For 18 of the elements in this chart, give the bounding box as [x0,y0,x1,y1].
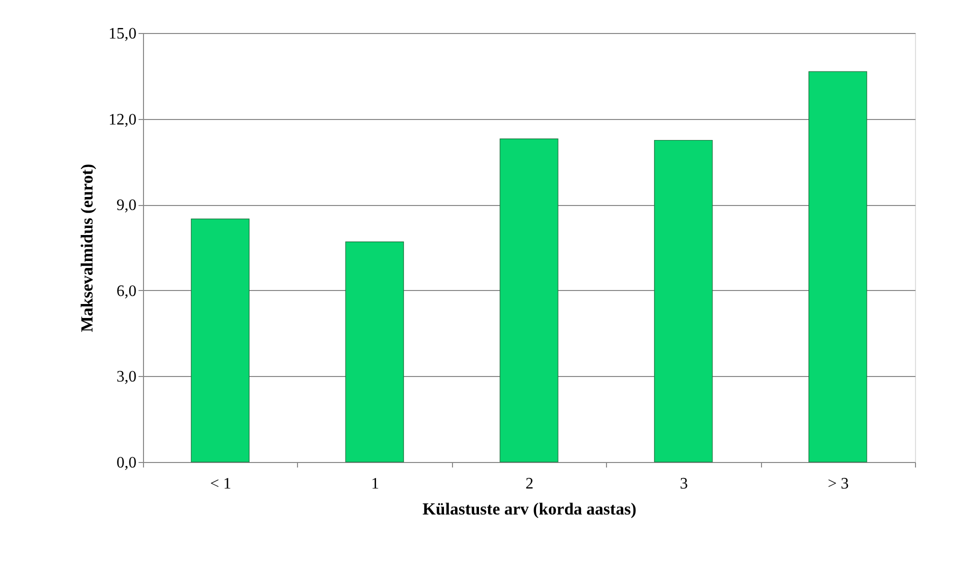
bar [808,71,868,462]
y-tick-label: 0,0 [116,454,136,472]
x-tick-label: 3 [680,476,688,492]
bar [345,241,404,462]
bar [190,218,250,462]
bar [654,140,713,462]
y-tick-label: 6,0 [116,282,136,300]
x-tick-label: < 1 [210,476,232,492]
y-tick-label: 3,0 [116,368,136,386]
x-tick-label: 1 [371,476,380,492]
y-axis-title: Maksevalmidus (eurot) [78,164,96,332]
x-tick-label: > 3 [828,476,849,492]
y-tick-label: 15,0 [108,26,136,42]
x-axis-title: Külastuste arv (korda aastas) [422,500,636,518]
x-tick-label: 2 [526,476,534,492]
bar [500,138,558,462]
y-tick-label: 12,0 [108,111,136,128]
y-tick-label: 9,0 [116,197,136,214]
